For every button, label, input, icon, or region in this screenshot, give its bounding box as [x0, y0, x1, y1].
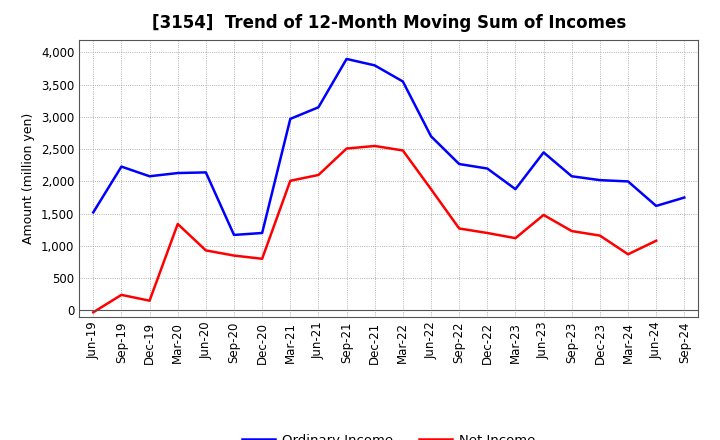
Ordinary Income [145, 174, 154, 179]
Ordinary Income [511, 187, 520, 192]
Net Income [89, 310, 98, 315]
Net Income [483, 231, 492, 236]
Net Income [342, 146, 351, 151]
Net Income [595, 233, 604, 238]
Net Income [202, 248, 210, 253]
Net Income [455, 226, 464, 231]
Ordinary Income [652, 203, 660, 209]
Ordinary Income [399, 79, 408, 84]
Ordinary Income [483, 166, 492, 171]
Net Income [652, 238, 660, 243]
Net Income [399, 148, 408, 153]
Net Income [174, 221, 182, 227]
Net Income [314, 172, 323, 178]
Ordinary Income [258, 231, 266, 236]
Legend: Ordinary Income, Net Income: Ordinary Income, Net Income [237, 429, 541, 440]
Net Income [427, 187, 436, 192]
Line: Ordinary Income: Ordinary Income [94, 59, 684, 235]
Line: Net Income: Net Income [94, 146, 656, 312]
Net Income [230, 253, 238, 258]
Ordinary Income [624, 179, 632, 184]
Net Income [258, 256, 266, 261]
Ordinary Income [370, 63, 379, 68]
Ordinary Income [539, 150, 548, 155]
Net Income [624, 252, 632, 257]
Net Income [567, 228, 576, 234]
Ordinary Income [174, 170, 182, 176]
Title: [3154]  Trend of 12-Month Moving Sum of Incomes: [3154] Trend of 12-Month Moving Sum of I… [152, 15, 626, 33]
Ordinary Income [455, 161, 464, 167]
Ordinary Income [117, 164, 126, 169]
Net Income [117, 292, 126, 297]
Ordinary Income [314, 105, 323, 110]
Y-axis label: Amount (million yen): Amount (million yen) [22, 113, 35, 244]
Ordinary Income [680, 195, 688, 200]
Ordinary Income [567, 174, 576, 179]
Ordinary Income [342, 56, 351, 62]
Net Income [511, 235, 520, 241]
Net Income [145, 298, 154, 303]
Ordinary Income [286, 116, 294, 121]
Net Income [286, 178, 294, 183]
Net Income [370, 143, 379, 149]
Ordinary Income [89, 210, 98, 215]
Ordinary Income [427, 134, 436, 139]
Net Income [539, 213, 548, 218]
Ordinary Income [595, 177, 604, 183]
Ordinary Income [230, 232, 238, 238]
Ordinary Income [202, 170, 210, 175]
